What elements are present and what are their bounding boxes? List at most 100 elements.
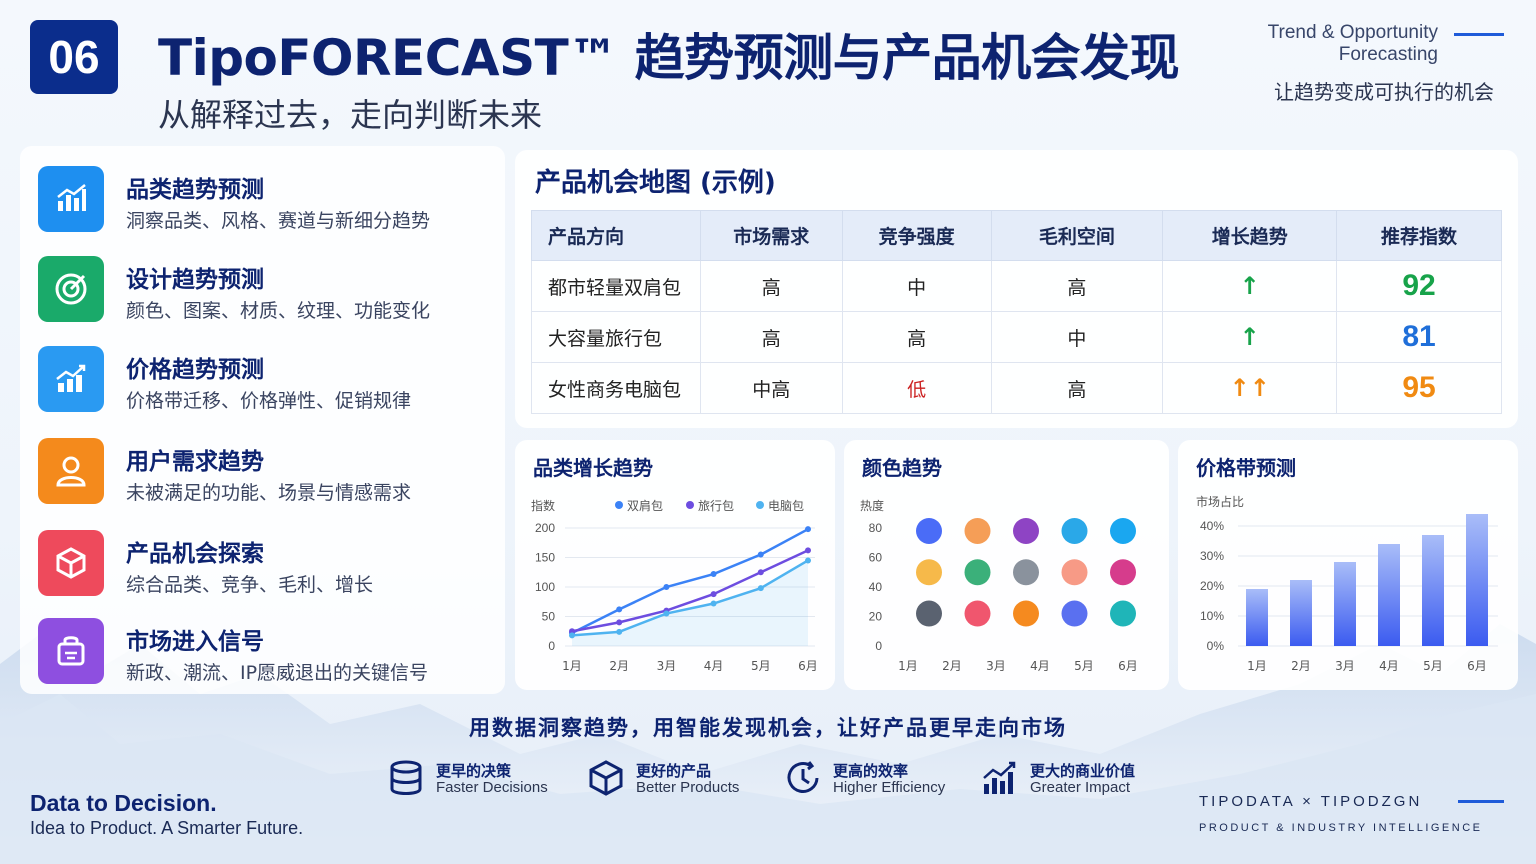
- recommend-score-cell: 81: [1336, 311, 1502, 363]
- data-point: [805, 547, 811, 554]
- growth-chart-icon: [983, 761, 1016, 794]
- column-header: 增长趋势: [1162, 210, 1338, 261]
- competition-cell-value: 低: [907, 378, 927, 401]
- benefit-faster-decisions: 更早的决策 Faster Decisions: [386, 756, 566, 800]
- column-header: 市场需求: [699, 210, 843, 261]
- x-tick-label: 6月: [1467, 659, 1487, 673]
- feature-item-category[interactable]: 品类趋势预测 洞察品类、风格、赛道与新细分趋势: [38, 164, 498, 244]
- color-dot: [1013, 517, 1039, 544]
- benefit-subtitle: Better Products: [636, 779, 740, 796]
- feature-item-design[interactable]: 设计趋势预测 颜色、图案、材质、纹理、功能变化: [38, 254, 498, 334]
- page-subtitle: 从解释过去，走向判断未来: [158, 96, 543, 134]
- competition-cell: 低: [841, 362, 992, 414]
- x-tick-label: 3月: [986, 659, 1006, 673]
- y-tick-label: 20%: [1200, 579, 1224, 593]
- growth-trend-cell-value: ↑: [1239, 272, 1260, 300]
- x-tick-label: 3月: [657, 659, 677, 673]
- category-growth-chart: 指数 0 50 100 150 200 1月 2月 3月 4月 5月 6月 双肩包 旅行包 电脑包: [531, 498, 818, 673]
- feature-item-opportunity[interactable]: 产品机会探索 综合品类、竞争、毛利、增长: [38, 528, 498, 608]
- y-tick-label: 200: [535, 521, 555, 535]
- data-point: [569, 632, 575, 639]
- legend-label: 双肩包: [627, 498, 663, 513]
- data-point: [569, 628, 575, 635]
- data-point: [663, 610, 670, 617]
- series-line: [571, 528, 809, 635]
- margin-cell: 中: [990, 311, 1164, 363]
- bar: [1378, 544, 1400, 646]
- feature-item-market-entry[interactable]: 市场进入信号 新政、潮流、IP愿威退出的关键信号: [38, 616, 498, 696]
- y-tick-label: 10%: [1200, 609, 1224, 623]
- feature-title: 品类趋势预测: [126, 177, 264, 203]
- margin-cell-value: 中: [1067, 327, 1087, 350]
- series-line: [571, 549, 809, 633]
- benefit-subtitle: Faster Decisions: [436, 779, 548, 796]
- growth-trend-cell-value: ↑↑: [1229, 374, 1270, 402]
- benefit-subtitle: Higher Efficiency: [833, 779, 946, 796]
- y-tick-label: 40%: [1200, 519, 1224, 533]
- bag-icon: [38, 618, 104, 684]
- slogan-main: Data to Decision.: [30, 790, 217, 816]
- box-icon: [589, 760, 623, 796]
- table-header-row: 产品方向 市场需求 竞争强度 毛利空间 增长趋势 推荐指数: [531, 210, 1502, 261]
- product-direction-cell: 女性商务电脑包: [531, 362, 701, 414]
- x-tick-label: 4月: [704, 659, 724, 673]
- recommend-score-cell-value: 92: [1402, 269, 1436, 302]
- market-demand-cell: 高: [699, 311, 843, 363]
- x-tick-label: 2月: [942, 659, 962, 673]
- growth-trend-cell: ↑: [1162, 311, 1338, 363]
- color-dot: [916, 600, 942, 627]
- header-tagline-cn: 让趋势变成可执行的机会: [1274, 80, 1494, 104]
- opportunity-map-panel: 产品机会地图 (示例) 产品方向 市场需求 竞争强度 毛利空间 增长趋势 推荐指…: [515, 150, 1518, 428]
- feature-desc: 新政、潮流、IP愿威退出的关键信号: [126, 662, 429, 684]
- y-axis-label: 市场占比: [1196, 494, 1244, 509]
- feature-item-price[interactable]: 价格趋势预测 价格带迁移、价格弹性、促销规律: [38, 344, 498, 424]
- y-tick-label: 0: [548, 639, 555, 653]
- y-tick-label: 30%: [1200, 549, 1224, 563]
- color-dot: [1110, 559, 1136, 586]
- table-row[interactable]: 女性商务电脑包 中高 低 高 ↑↑ 95: [531, 362, 1502, 414]
- margin-cell-value: 高: [1067, 378, 1087, 401]
- margin-cell-value: 高: [1067, 276, 1087, 299]
- recommend-score-cell: 95: [1336, 362, 1502, 414]
- data-point: [710, 600, 717, 607]
- brand-accent-line: [1458, 800, 1504, 803]
- bar: [1334, 562, 1356, 646]
- features-panel: 品类趋势预测 洞察品类、风格、赛道与新细分趋势 设计趋势预测 颜色、图案、材质、…: [20, 146, 505, 694]
- feature-title: 价格趋势预测: [126, 357, 264, 383]
- y-tick-label: 0%: [1207, 639, 1225, 653]
- feature-desc: 价格带迁移、价格弹性、促销规律: [126, 390, 412, 412]
- brand-name: TIPODATA × TIPODZGN: [1199, 793, 1423, 810]
- price-band-chart: 市场占比 0% 10% 20% 30% 40% 1月 2月 3月 4月 5月 6月: [1196, 494, 1498, 673]
- data-point: [757, 551, 764, 558]
- x-tick-label: 4月: [1379, 659, 1399, 673]
- header-accent-line: [1454, 33, 1504, 36]
- product-direction-cell-value: 都市轻量双肩包: [548, 276, 682, 299]
- benefit-higher-efficiency: 更高的效率 Higher Efficiency: [783, 756, 963, 800]
- x-tick-label: 5月: [751, 659, 771, 673]
- color-dot: [916, 559, 942, 586]
- feature-item-user[interactable]: 用户需求趋势 未被满足的功能、场景与情感需求: [38, 436, 498, 516]
- benefit-subtitle: Greater Impact: [1030, 779, 1131, 796]
- color-dot: [1061, 559, 1088, 586]
- feature-desc: 综合品类、竞争、毛利、增长: [126, 574, 374, 596]
- y-axis-label: 指数: [531, 498, 555, 513]
- mountain-background: [0, 624, 1536, 864]
- opportunity-table: 产品方向 市场需求 竞争强度 毛利空间 增长趋势 推荐指数 都市轻量双肩包高中高…: [531, 210, 1502, 414]
- data-point: [616, 606, 623, 613]
- x-tick-label: 1月: [1247, 659, 1267, 673]
- color-dot: [916, 517, 942, 544]
- feature-title: 产品机会探索: [126, 541, 264, 567]
- slogan-sub: Idea to Product. A Smarter Future.: [30, 818, 304, 838]
- table-row[interactable]: 大容量旅行包 高 高 中 ↑ 81: [531, 311, 1502, 363]
- feature-desc: 颜色、图案、材质、纹理、功能变化: [126, 300, 431, 322]
- bar: [1466, 514, 1488, 646]
- y-tick-label: 40: [869, 580, 883, 594]
- market-demand-cell-value: 高: [761, 327, 781, 350]
- column-header: 推荐指数: [1336, 210, 1502, 261]
- benefit-better-products: 更好的产品 Better Products: [586, 756, 766, 800]
- cube-icon: [38, 530, 104, 596]
- y-tick-label: 150: [535, 551, 555, 565]
- product-direction-cell: 大容量旅行包: [531, 311, 701, 363]
- table-row[interactable]: 都市轻量双肩包 高 中 高 ↑ 92: [531, 260, 1502, 312]
- color-trend-chart: 热度 0 20 40 60 80 1月 2月 3月 4月 5月 6月: [860, 498, 1138, 673]
